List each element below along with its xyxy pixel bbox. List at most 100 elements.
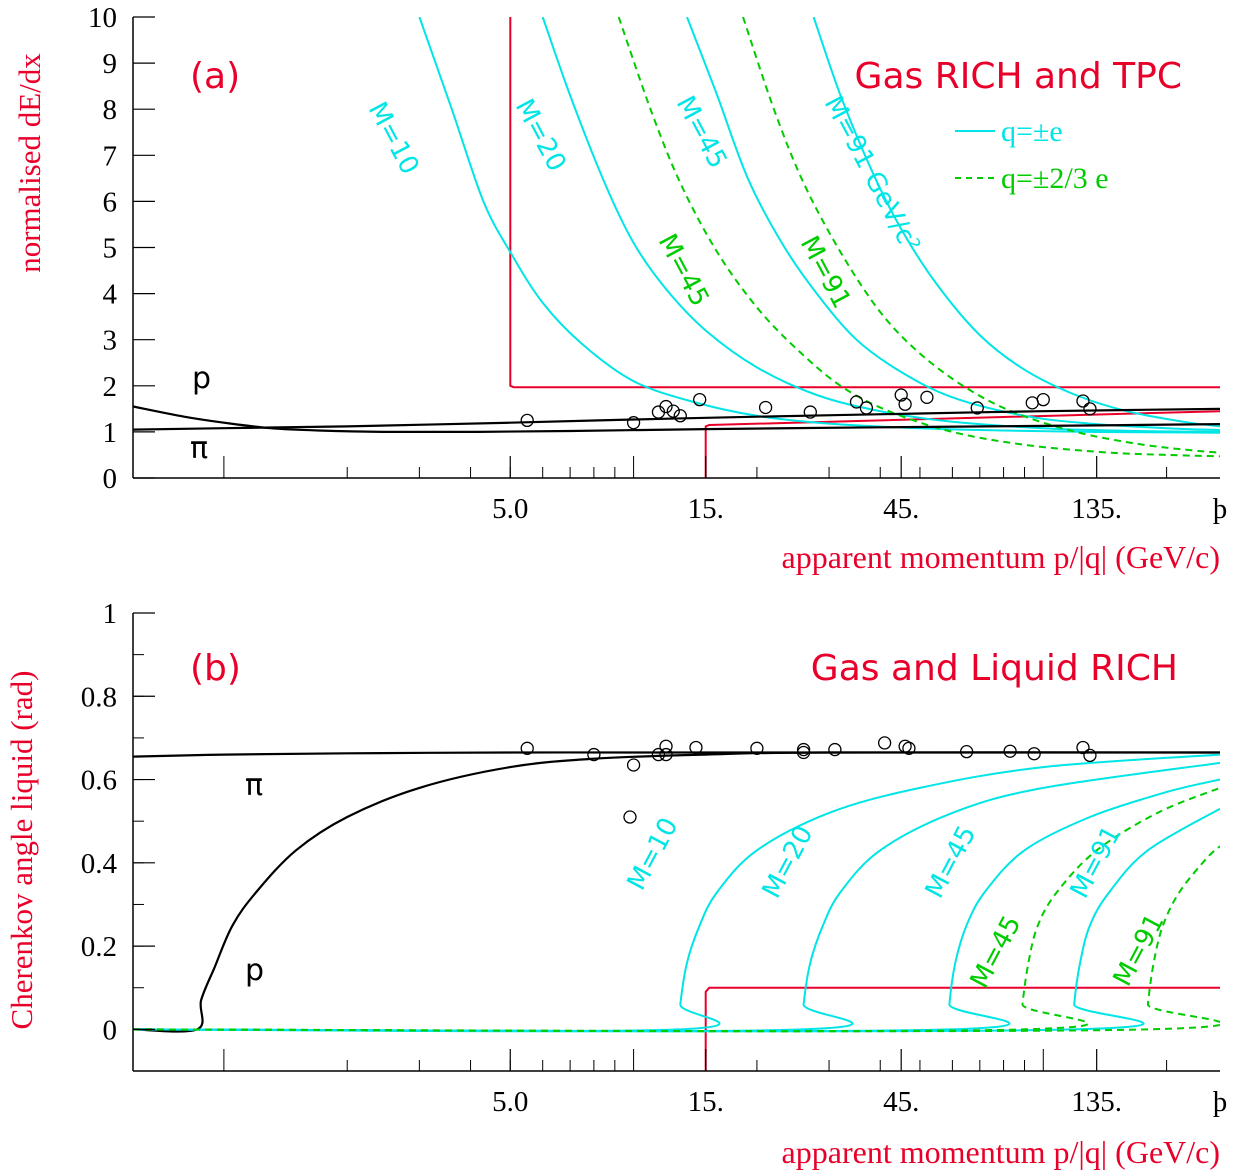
panel-a-x-axis-label: apparent momentum p/|q| (GeV/c) [782,539,1220,575]
y-tick-label: 10 [88,2,117,34]
series-curve-M91-dashed [133,845,1220,1033]
series-curve-M91-dashed [742,17,1220,454]
x-tick-label: 15. [688,1086,724,1118]
curve-label-m20: M=20 [509,94,572,176]
panel-b-x-axis-label: apparent momentum p/|q| (GeV/c) [782,1134,1220,1170]
y-tick-label: 0.2 [81,931,117,963]
panel-a-label: (a) [190,56,240,97]
panel-a-species-pi: π [190,431,208,466]
x-tick-label: 15. [688,493,724,525]
y-tick-label: 1 [103,598,118,630]
data-point [758,400,773,415]
curve-label-b-m10: M=10 [622,813,685,895]
data-point [796,745,811,760]
curve-label-b-m45: M=45 [920,821,983,903]
panel-a-dedx: 0 1 2 3 4 5 6 7 8 9 10 5.0 15. 45. 135. þ Gas RICH and … [12,2,1227,575]
series-curve-M20 [541,17,1220,433]
curve-label-b-m20: M=20 [757,821,820,903]
series-curve-p [133,751,1220,1033]
series-curve- [133,407,1220,431]
x-axis-end-label: þ [1213,493,1228,525]
y-tick-label: 1 [103,417,118,449]
curve-label-green-m91: M=91 [794,231,857,313]
data-point [796,742,811,757]
series-curve-M20 [133,761,1220,1033]
data-point [520,413,534,428]
series-curve-M45 [686,17,1220,432]
curve-label-b-m91: M=91 [1065,821,1128,903]
y-tick-label: 9 [103,48,118,80]
y-tick-label: 2 [103,371,118,403]
panel-b-label: (b) [190,648,241,689]
x-tick-label: 135. [1071,1086,1122,1118]
y-tick-label: 0.6 [81,765,117,797]
data-point [623,810,637,824]
data-point [803,405,817,419]
data-point [898,397,912,411]
data-point [1076,740,1090,755]
data-point [1083,402,1097,416]
panel-a-y-axis-label: normalised dE/dx [12,53,47,273]
curve-label-m10: M=10 [362,97,425,179]
data-point [1076,394,1090,408]
data-point [659,399,673,414]
curve-label-green-m45: M=45 [652,229,715,311]
series-curve-M45 [133,778,1220,1033]
data-point [626,416,641,430]
legend-label-q-2-3-e: q=±2/3 e [1001,162,1109,195]
data-point [659,747,673,762]
y-tick-label: 0.8 [81,681,117,713]
panel-b-species-p: p [245,953,264,988]
x-tick-label: 45. [883,1086,919,1118]
x-tick-label: 45. [883,493,919,525]
data-point [970,401,984,415]
cut-line [704,410,1220,478]
curve-label-b-green-m91: M=91 [1108,909,1171,991]
data-point [1027,747,1041,761]
data-point [902,741,916,755]
data-point [959,744,974,759]
data-point [689,740,703,755]
data-point [1036,392,1050,407]
data-point [894,388,908,402]
data-point [828,742,842,757]
y-tick-label: 8 [103,94,118,126]
curve-label-m45: M=45 [670,91,733,173]
panel-a-legend: q=±e q=±2/3 e [955,115,1109,195]
curve-label-m91: M=91 GeV/c² [818,91,926,258]
data-point [673,409,687,423]
x-tick-label: 5.0 [492,493,528,525]
cut-line [509,17,1220,389]
x-tick-label: 135. [1071,493,1122,525]
y-tick-label: 0 [103,463,118,495]
panel-a-title: Gas RICH and TPC [855,56,1182,97]
data-point [859,401,874,415]
data-point [1083,748,1097,763]
data-point [877,736,892,750]
series-curve-M91 [133,807,1220,1033]
series-curve-p [133,405,1220,434]
panel-a-species-p: p [192,361,211,396]
panel-b-y-axis-label: Cherenkov angle liquid (rad) [4,671,39,1030]
curve-label-b-green-m45: M=45 [965,911,1028,993]
data-point [659,739,673,753]
panel-b-species-pi: π [245,768,263,803]
y-tick-label: 4 [103,279,118,311]
y-tick-label: 0.4 [81,848,118,880]
data-point [693,392,707,407]
legend-label-q-e: q=±e [1001,115,1063,148]
data-point [587,747,601,762]
data-point [920,390,934,404]
data-point [849,395,864,409]
panel-b-cherenkov: 0 0.2 0.4 0.6 0.8 1 5.0 15. 45. 135. þ Gas and Liq… [4,598,1227,1170]
data-point [750,741,764,755]
panel-b-title: Gas and Liquid RICH [811,648,1178,689]
y-tick-label: 3 [103,325,118,357]
data-point [1003,744,1017,758]
data-point [626,758,641,772]
y-tick-label: 5 [103,233,118,265]
y-tick-label: 6 [103,186,118,218]
series-curve-M45-dashed [617,17,1220,458]
y-tick-label: 7 [103,140,118,172]
